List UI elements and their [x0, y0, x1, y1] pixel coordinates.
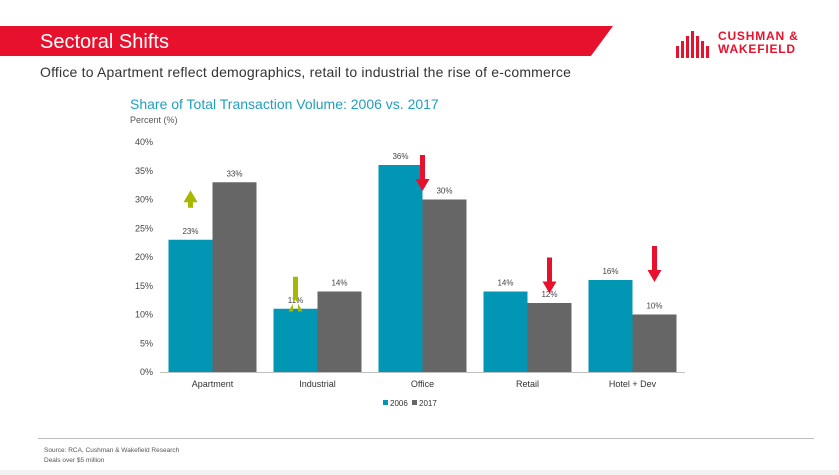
page-subtitle: Office to Apartment reflect demographics…: [40, 64, 572, 80]
bar-2017: [212, 182, 257, 372]
bar-2006: [168, 239, 213, 372]
legend-swatch: [412, 400, 417, 405]
y-tick-label: 30%: [135, 195, 153, 205]
trend-arrow-up-icon: [183, 190, 198, 208]
y-tick-label: 40%: [135, 137, 153, 147]
y-tick-label: 35%: [135, 166, 153, 176]
legend-label: 2006: [390, 399, 408, 408]
bottom-band: [0, 470, 839, 475]
bar-2006: [483, 291, 528, 372]
trend-arrow-up-icon: [288, 276, 303, 312]
logo-line-2: WAKEFIELD: [718, 42, 796, 56]
source-note: Source: RCA, Cushman & Wakefield Researc…: [44, 446, 179, 466]
x-tick-label: Retail: [516, 379, 539, 389]
logo-line-1: CUSHMAN &: [718, 29, 799, 43]
y-tick-label: 0%: [140, 367, 153, 377]
legend-label: 2017: [419, 399, 437, 408]
bar-2017: [422, 199, 467, 372]
bar-2017: [317, 291, 362, 372]
chart-title: Share of Total Transaction Volume: 2006 …: [130, 96, 439, 112]
footer-divider: [38, 438, 814, 439]
logo-bars-icon: [676, 31, 709, 58]
data-label: 16%: [602, 267, 618, 276]
page-title: Sectoral Shifts: [40, 31, 169, 53]
bar-2006: [273, 308, 318, 372]
y-tick-label: 5%: [140, 338, 153, 348]
deal-note-text: Deals over $5 million: [44, 457, 105, 464]
trend-arrow-down-icon: [415, 155, 430, 191]
y-tick-label: 15%: [135, 281, 153, 291]
trend-arrow-down-icon: [647, 246, 662, 282]
data-label: 12%: [541, 290, 557, 299]
logo-text: CUSHMAN & WAKEFIELD: [718, 30, 799, 56]
bar-2006: [378, 165, 423, 372]
bar-2006: [588, 280, 633, 372]
x-tick-label: Apartment: [192, 379, 234, 389]
x-tick-label: Office: [411, 379, 434, 389]
source-text: Source: RCA, Cushman & Wakefield Researc…: [44, 447, 180, 454]
x-tick-label: Hotel + Dev: [609, 379, 657, 389]
y-tick-label: 25%: [135, 223, 153, 233]
data-label: 10%: [646, 302, 662, 311]
trend-arrow-down-icon: [542, 257, 557, 294]
data-label: 23%: [182, 227, 198, 236]
y-axis-unit-label: Percent (%): [130, 115, 178, 125]
bar-2017: [527, 303, 572, 372]
legend-swatch: [383, 400, 388, 405]
data-label: 30%: [436, 187, 452, 196]
company-logo: [676, 31, 709, 58]
y-tick-label: 20%: [135, 252, 153, 262]
data-label: 36%: [392, 152, 408, 161]
data-label: 11%: [288, 296, 303, 305]
data-label: 14%: [497, 279, 513, 288]
data-label: 14%: [331, 279, 347, 288]
data-label: 33%: [226, 169, 242, 178]
title-banner: [0, 26, 613, 56]
bar-2017: [632, 314, 677, 372]
x-tick-label: Industrial: [299, 379, 336, 389]
y-tick-label: 10%: [135, 310, 153, 320]
